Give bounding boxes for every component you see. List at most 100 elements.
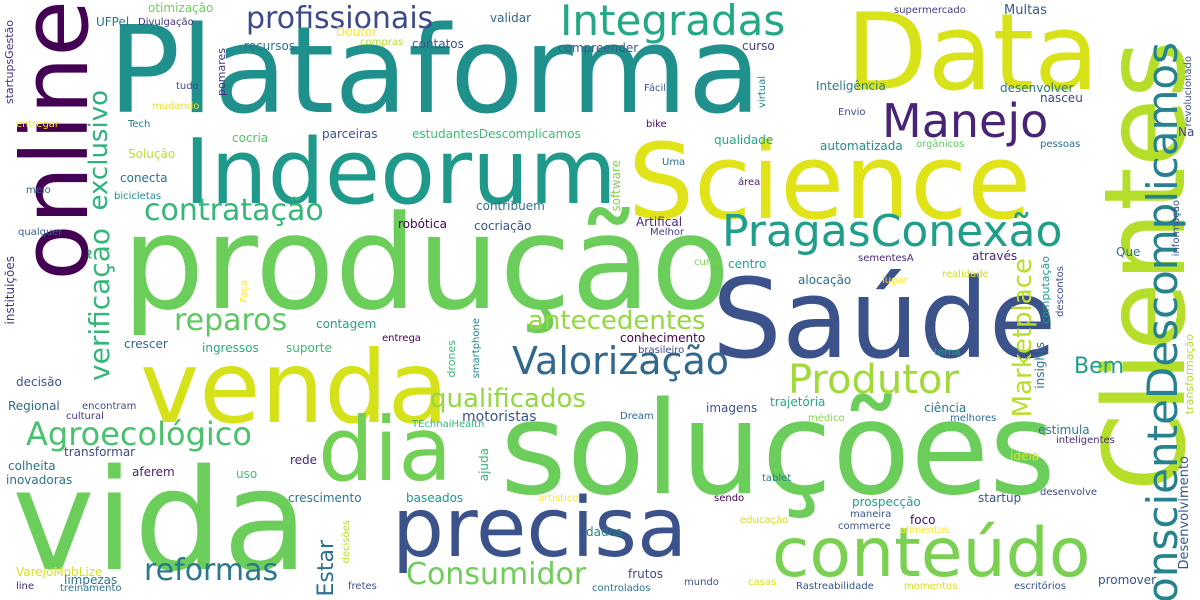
word: Saúde	[712, 255, 1057, 383]
word: Divulgação	[138, 17, 194, 28]
word: rede	[290, 453, 318, 467]
word: Envio	[838, 107, 866, 118]
word: Faça	[239, 280, 250, 303]
word: suporte	[286, 341, 332, 355]
word: motoristas	[462, 409, 537, 425]
word: desenvolve	[1040, 487, 1098, 498]
word: compras	[360, 37, 404, 48]
word: revolucionado	[1183, 56, 1194, 127]
word: inteligentes	[1056, 435, 1115, 446]
word: automatizada	[820, 139, 903, 153]
word: foco	[910, 513, 936, 527]
word: centro	[728, 257, 767, 271]
word: contribuem	[476, 199, 545, 213]
word: cocriação	[474, 219, 532, 233]
word: desenvolver	[1000, 81, 1074, 95]
word: inovadoras	[6, 473, 73, 487]
word: estudantesDescomplicamos	[412, 127, 581, 141]
word: antecedentes	[528, 306, 706, 336]
word: Rastreabilidade	[796, 581, 874, 592]
word: momentos	[904, 581, 958, 592]
word: Doutor	[336, 25, 378, 39]
word: decisões	[341, 520, 352, 564]
word: dia	[318, 398, 453, 501]
word: curso	[742, 39, 775, 53]
word: UFPel	[96, 15, 130, 29]
word: sementesA	[858, 253, 914, 264]
word: entregar	[16, 119, 60, 130]
word: Artifical	[636, 215, 683, 229]
word: produção	[122, 187, 731, 339]
word: transformação	[1183, 334, 1196, 415]
word: crescer	[124, 337, 168, 351]
word: Plataforma	[108, 2, 762, 141]
word: bike	[646, 119, 667, 130]
word: promover	[1098, 573, 1157, 587]
word: Consumidor	[406, 557, 587, 592]
word: ajuda	[477, 448, 491, 482]
word: cocria	[232, 131, 269, 145]
word: supermercado	[894, 5, 966, 16]
word: smartphone	[471, 318, 482, 379]
word: venda	[140, 329, 449, 446]
word: qualquer	[18, 227, 63, 238]
word: Produtor	[788, 357, 959, 403]
word: validar	[490, 11, 532, 25]
word: reformas	[144, 553, 279, 588]
word: área	[738, 177, 761, 188]
word: meio	[26, 185, 51, 196]
word: entrega	[382, 333, 421, 344]
word: frutos	[628, 567, 664, 581]
word: artístico	[538, 493, 579, 504]
word: contatos	[412, 37, 464, 51]
word: Melhor	[650, 227, 685, 238]
word: nasceu	[1040, 91, 1083, 105]
word: line	[16, 581, 35, 592]
word: Indeorum	[184, 120, 617, 225]
word: robótica	[398, 217, 447, 231]
word: aferem	[132, 465, 175, 479]
word: escritórios	[1014, 581, 1067, 592]
word: qualificados	[430, 384, 586, 414]
word: controlados	[592, 583, 651, 594]
word: exclusivo	[84, 90, 114, 211]
word: bicicletas	[114, 191, 162, 202]
word: commerce	[838, 521, 891, 532]
word: precisa	[392, 481, 688, 576]
word: estimula	[1038, 423, 1090, 437]
word: alocação	[798, 273, 852, 287]
word: informação	[1171, 200, 1182, 257]
word: Solução	[128, 147, 176, 161]
word: Marketplace	[1008, 258, 1038, 418]
word: vida	[12, 440, 309, 600]
word: PragasConexão	[722, 206, 1063, 257]
word: alimentos	[900, 525, 950, 536]
word: crescimento	[288, 491, 362, 505]
word: trajetória	[770, 395, 826, 409]
word: casas	[748, 577, 777, 588]
word: orgânicos	[916, 139, 965, 150]
word: profissionais	[246, 1, 434, 36]
word: transformar	[64, 445, 136, 459]
word: Valorização	[512, 339, 729, 383]
word: mudando	[152, 101, 200, 112]
word: torna	[934, 347, 961, 358]
word: virtual	[757, 76, 768, 108]
word: parceiras	[322, 127, 378, 141]
word: compreender	[558, 41, 639, 55]
word: Estar	[314, 540, 339, 597]
word: maneira	[850, 509, 892, 520]
word: baseados	[406, 491, 464, 505]
word: mundo	[684, 577, 719, 588]
word: dados	[586, 525, 623, 539]
word: imagens	[706, 401, 758, 415]
word: encontram	[82, 401, 137, 412]
word: reparos	[174, 303, 288, 338]
word: decisão	[16, 375, 62, 389]
word: treinamento	[60, 583, 122, 594]
word: fretes	[348, 581, 377, 592]
word: recursos	[244, 39, 296, 53]
word: colheita	[8, 459, 56, 473]
word: startup	[978, 491, 1022, 505]
